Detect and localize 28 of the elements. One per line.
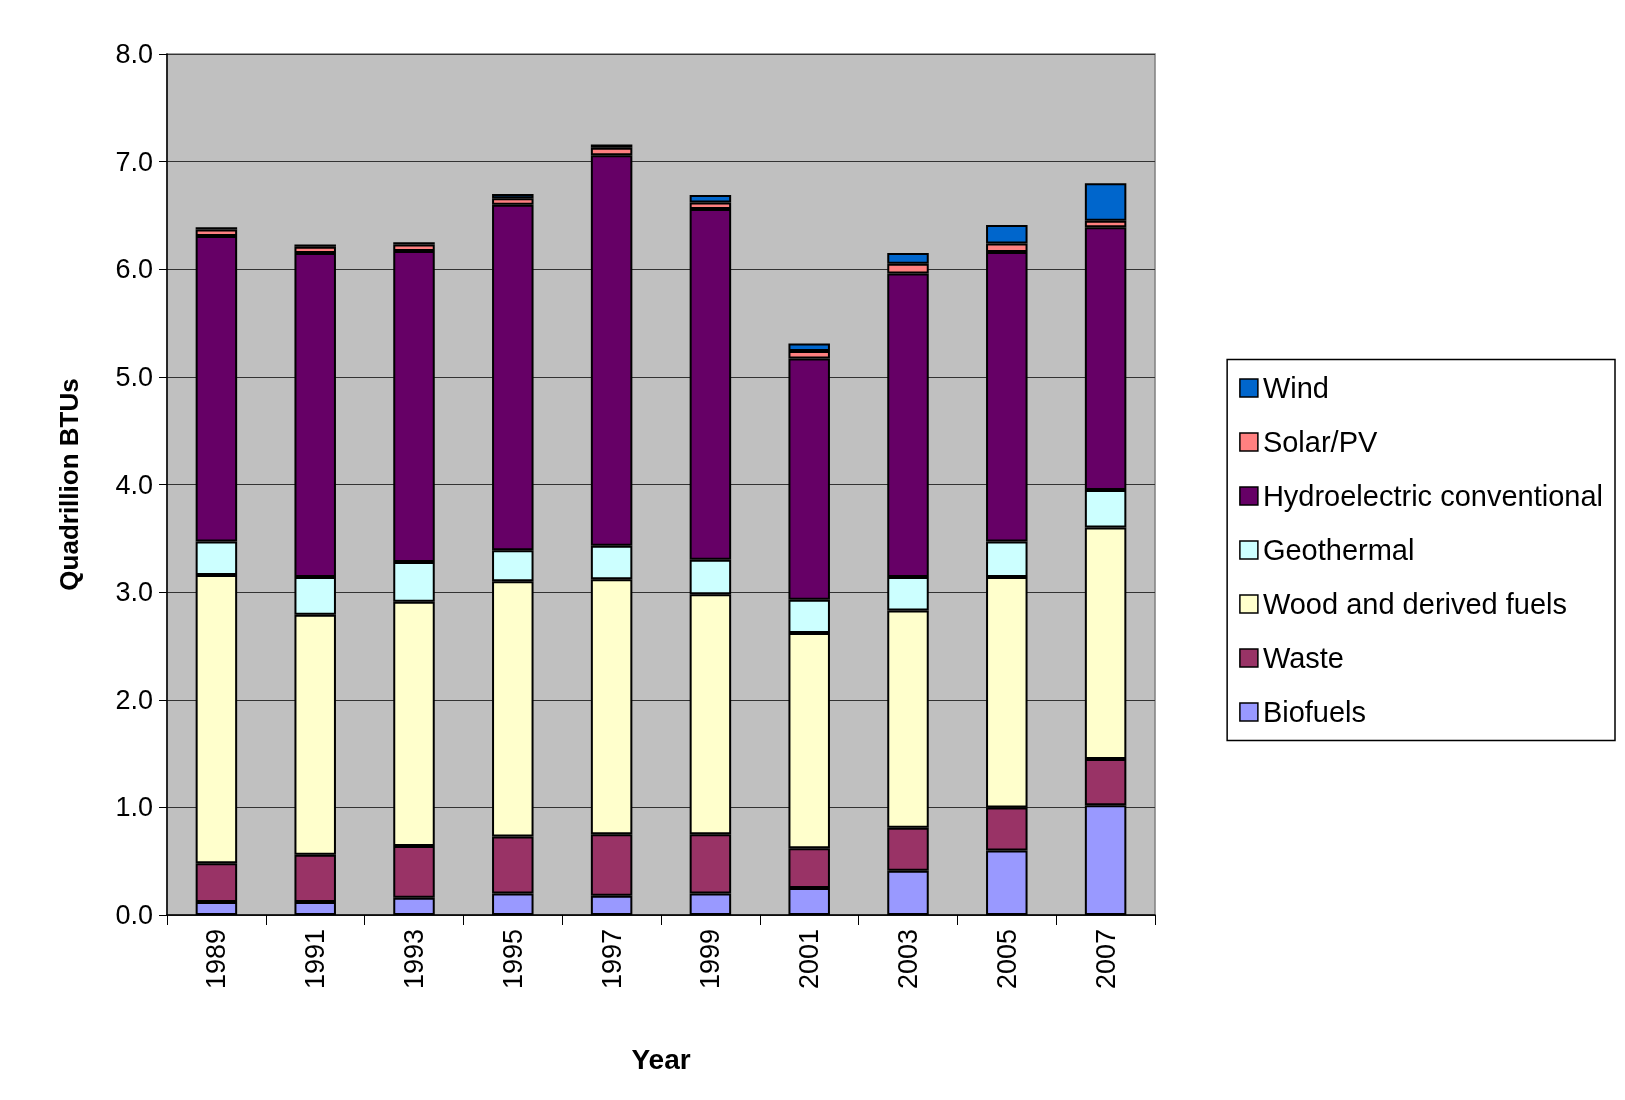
y-tick-label: 8.0 [115,39,153,69]
legend-label: Biofuels [1262,696,1367,728]
y-tick-label: 3.0 [115,577,153,608]
x-tick-label: 1999 [695,929,726,990]
x-tick-label: 1989 [201,929,232,990]
y-tick-label: 1.0 [115,792,153,823]
y-tick-label: 5.0 [115,361,153,392]
legend-label: Hydroelectric conventional [1262,480,1604,512]
legend-label: Wood and derived fuels [1262,588,1568,620]
x-tick-label: 1995 [497,929,528,990]
legend-label: Waste [1262,642,1344,674]
x-tick-label: 1993 [399,929,429,990]
x-tick-label: 2003 [893,929,923,990]
y-tick-label: 7.0 [115,146,153,177]
x-tick-label: 1991 [300,929,331,990]
legend-label: Wind [1262,372,1329,404]
y-tick-label: 2.0 [115,684,153,715]
x-tick-label: 2007 [1090,929,1121,990]
y-tick-label: 4.0 [115,469,153,500]
x-tick-label: 1997 [596,929,627,990]
y-tick-label: 6.0 [115,254,153,285]
y-axis-title: Quadrillion BTUs [54,378,84,591]
y-tick-label: 0.0 [115,900,153,930]
x-axis-title: Year [631,1043,691,1075]
legend-label: Geothermal [1262,534,1415,566]
x-tick-label: 2005 [991,929,1022,990]
x-tick-label: 2001 [794,929,825,990]
legend-label: Solar/PV [1262,426,1378,458]
